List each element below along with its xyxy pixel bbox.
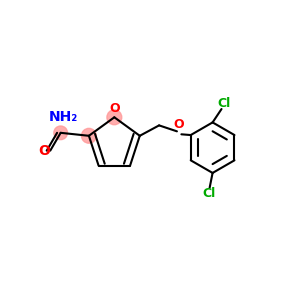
Text: O: O <box>38 144 50 158</box>
Text: Cl: Cl <box>202 187 216 200</box>
Text: O: O <box>173 118 184 131</box>
Circle shape <box>54 126 68 140</box>
Text: O: O <box>109 103 120 116</box>
Circle shape <box>82 128 96 143</box>
Text: Cl: Cl <box>217 98 230 110</box>
Text: NH₂: NH₂ <box>49 110 78 124</box>
Circle shape <box>107 110 122 125</box>
